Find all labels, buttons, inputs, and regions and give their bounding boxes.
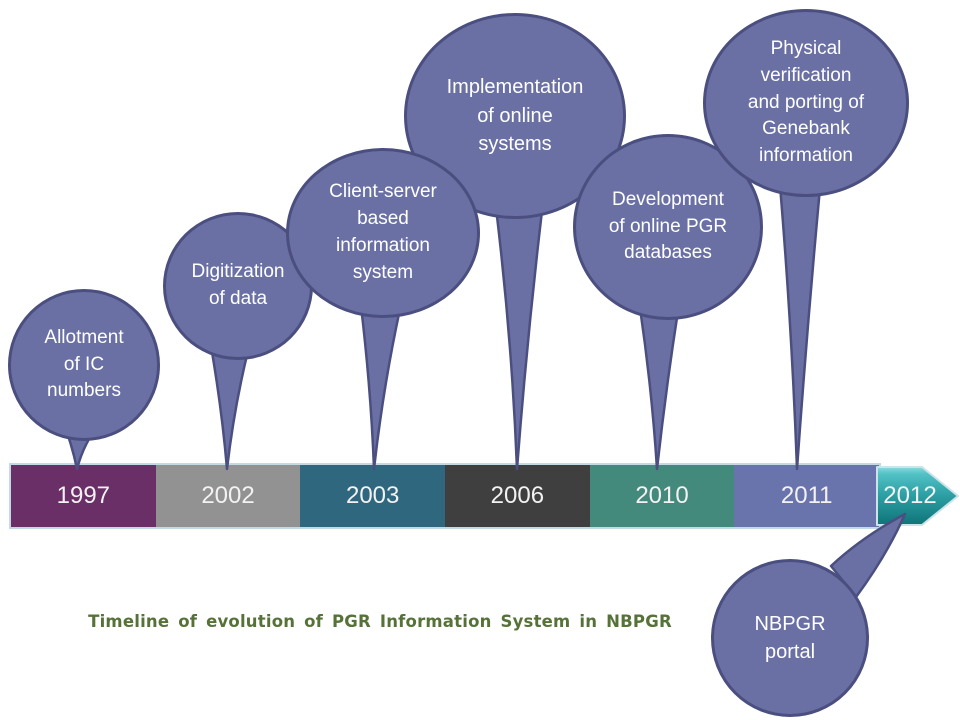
year-label-1997: 1997 [56, 482, 111, 509]
balloon-tail-2010 [638, 306, 680, 471]
timeline-segment-2010: 2010 [589, 465, 735, 527]
year-label-2010: 2010 [635, 482, 689, 509]
balloon-text: Implementation of online systems [446, 76, 584, 156]
balloon-text: Development of online PGR databases [608, 188, 728, 264]
balloon-tail-2002 [209, 344, 250, 471]
timeline-segment-2006: 2006 [445, 465, 590, 527]
year-label-2003: 2003 [345, 482, 400, 509]
year-label-2002: 2002 [201, 482, 255, 509]
balloon-2003: Client-server based information system [286, 148, 480, 318]
balloon-tail-2011 [778, 183, 822, 471]
year-label-2006: 2006 [490, 482, 545, 509]
balloon-text: Allotment of IC numbers [44, 326, 124, 402]
balloon-tail-2006 [494, 206, 544, 471]
balloon-text: Digitization of data [191, 261, 285, 309]
balloon-text: NBPGR portal [754, 612, 826, 663]
timeline-segment-1997: 1997 [11, 465, 156, 527]
balloon-text: Client-server based information system [329, 181, 437, 283]
timeline-bar: 1997 2002 2003 2006 2010 2011 [9, 463, 881, 529]
balloon-2012: NBPGR portal [711, 559, 869, 717]
balloon-tail-2003 [359, 304, 402, 471]
slide-caption: Timeline of evolution of PGR Information… [88, 612, 672, 631]
year-label-2012: 2012 [879, 465, 941, 527]
year-label-2011: 2011 [780, 482, 833, 509]
timeline-segment-2003: 2003 [300, 465, 446, 527]
balloon-2011: Physical verification and porting of Gen… [703, 9, 909, 197]
year-label-2012-text: 2012 [883, 482, 937, 509]
balloon-text: Physical verification and porting of Gen… [747, 37, 865, 167]
timeline-segment-2002: 2002 [155, 465, 301, 527]
timeline-segment-2011: 2011 [734, 465, 880, 527]
balloon-1997: Allotment of IC numbers [8, 289, 160, 441]
